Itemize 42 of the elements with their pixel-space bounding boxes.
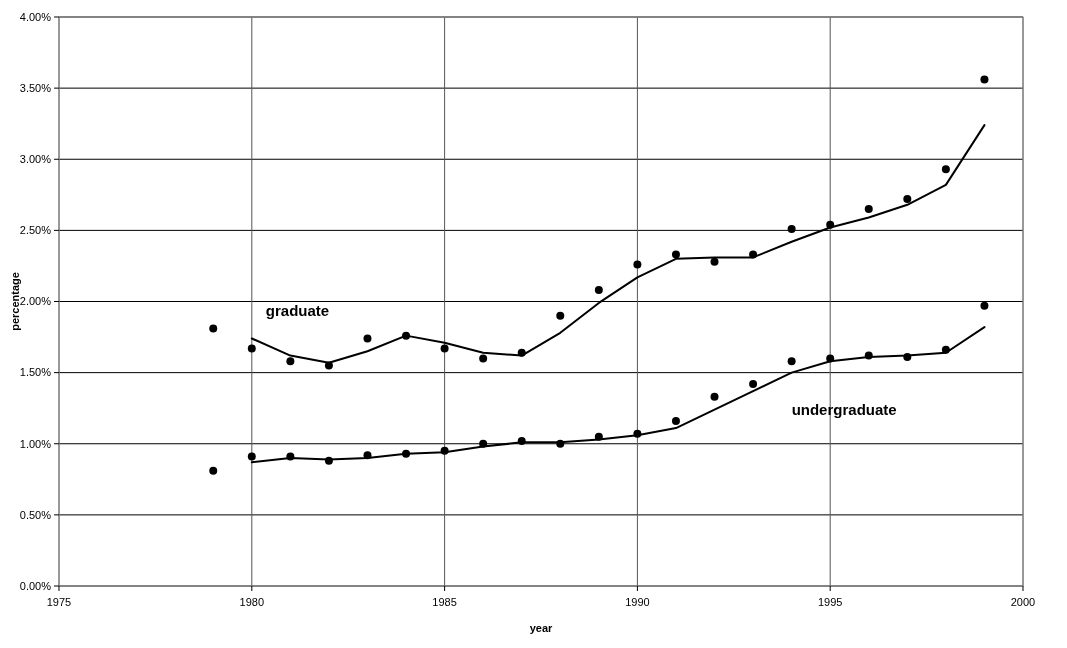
point: [209, 466, 218, 475]
point: [787, 224, 796, 233]
y-tick-label: 1.00%: [19, 437, 52, 450]
point: [671, 416, 680, 425]
point: [710, 257, 719, 266]
point: [594, 286, 603, 295]
x-tick-label: 1985: [432, 596, 457, 608]
y-tick-label: 2.50%: [19, 224, 52, 237]
y-tick-label: 2.00%: [19, 295, 52, 308]
point: [903, 195, 912, 204]
point: [787, 357, 796, 366]
point: [864, 205, 873, 214]
point: [247, 344, 256, 353]
point: [247, 452, 256, 461]
x-tick-label: 1995: [817, 596, 843, 608]
y-tick-label: 0.50%: [19, 508, 52, 521]
point: [556, 311, 565, 320]
x-tick-label: 1980: [239, 596, 265, 608]
x-tick-label: 1975: [46, 596, 72, 608]
point: [440, 344, 449, 353]
series-label: graduate: [265, 302, 330, 320]
point: [479, 354, 488, 363]
point: [980, 75, 989, 84]
point: [980, 301, 989, 310]
point: [363, 334, 372, 343]
y-axis-title: percentage: [9, 272, 21, 331]
x-axis-title: year: [529, 622, 554, 634]
point: [710, 392, 719, 401]
point: [633, 260, 642, 269]
y-tick-label: 1.50%: [19, 366, 52, 379]
point: [941, 165, 950, 174]
x-tick-label: 2000: [1010, 596, 1036, 608]
y-tick-label: 3.50%: [19, 81, 52, 94]
point: [286, 357, 295, 366]
series-label: undergraduate: [791, 400, 897, 418]
point: [671, 250, 680, 259]
y-tick-label: 0.00%: [19, 579, 52, 592]
y-tick-label: 4.00%: [19, 10, 52, 23]
point: [749, 380, 758, 389]
y-tick-label: 3.00%: [19, 153, 52, 166]
x-tick-label: 1990: [625, 596, 650, 608]
point: [209, 324, 218, 333]
